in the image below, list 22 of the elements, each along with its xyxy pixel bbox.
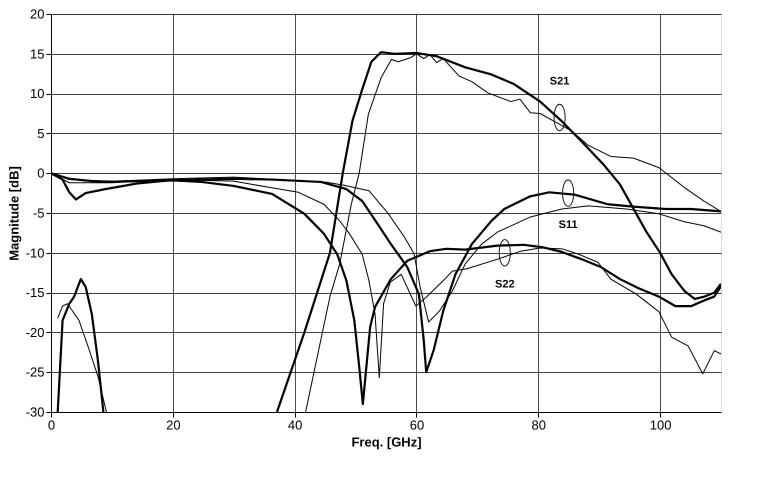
- x-tick-label: 80: [532, 418, 546, 432]
- x-tick-label: 100: [650, 418, 672, 432]
- y-tick-label: -15: [26, 285, 44, 300]
- x-tick-label: 20: [166, 418, 181, 432]
- y-tick-label: 20: [30, 6, 44, 22]
- y-tick-label: -5: [32, 206, 44, 220]
- y-tick-label: 15: [30, 46, 44, 62]
- x-tick-label: 40: [288, 418, 302, 432]
- annotation: S22: [494, 278, 515, 291]
- x-tick-label: 60: [410, 418, 424, 432]
- y-tick-label: -20: [26, 324, 44, 340]
- y-tick-label: -25: [26, 364, 44, 380]
- x-tick-label: 0: [48, 418, 56, 432]
- annotation: S21: [550, 76, 570, 88]
- x-axis-title: Freq. [GHz]: [351, 434, 422, 450]
- y-tick-label: 10: [30, 86, 44, 102]
- y-tick-label: -30: [26, 404, 44, 420]
- y-tick-label: -10: [26, 245, 44, 260]
- y-tick-label: 5: [37, 126, 44, 141]
- annotation: S11: [558, 218, 578, 231]
- y-tick-label: 0: [37, 166, 44, 181]
- y-axis-title: Magnitude [dB]: [6, 166, 22, 261]
